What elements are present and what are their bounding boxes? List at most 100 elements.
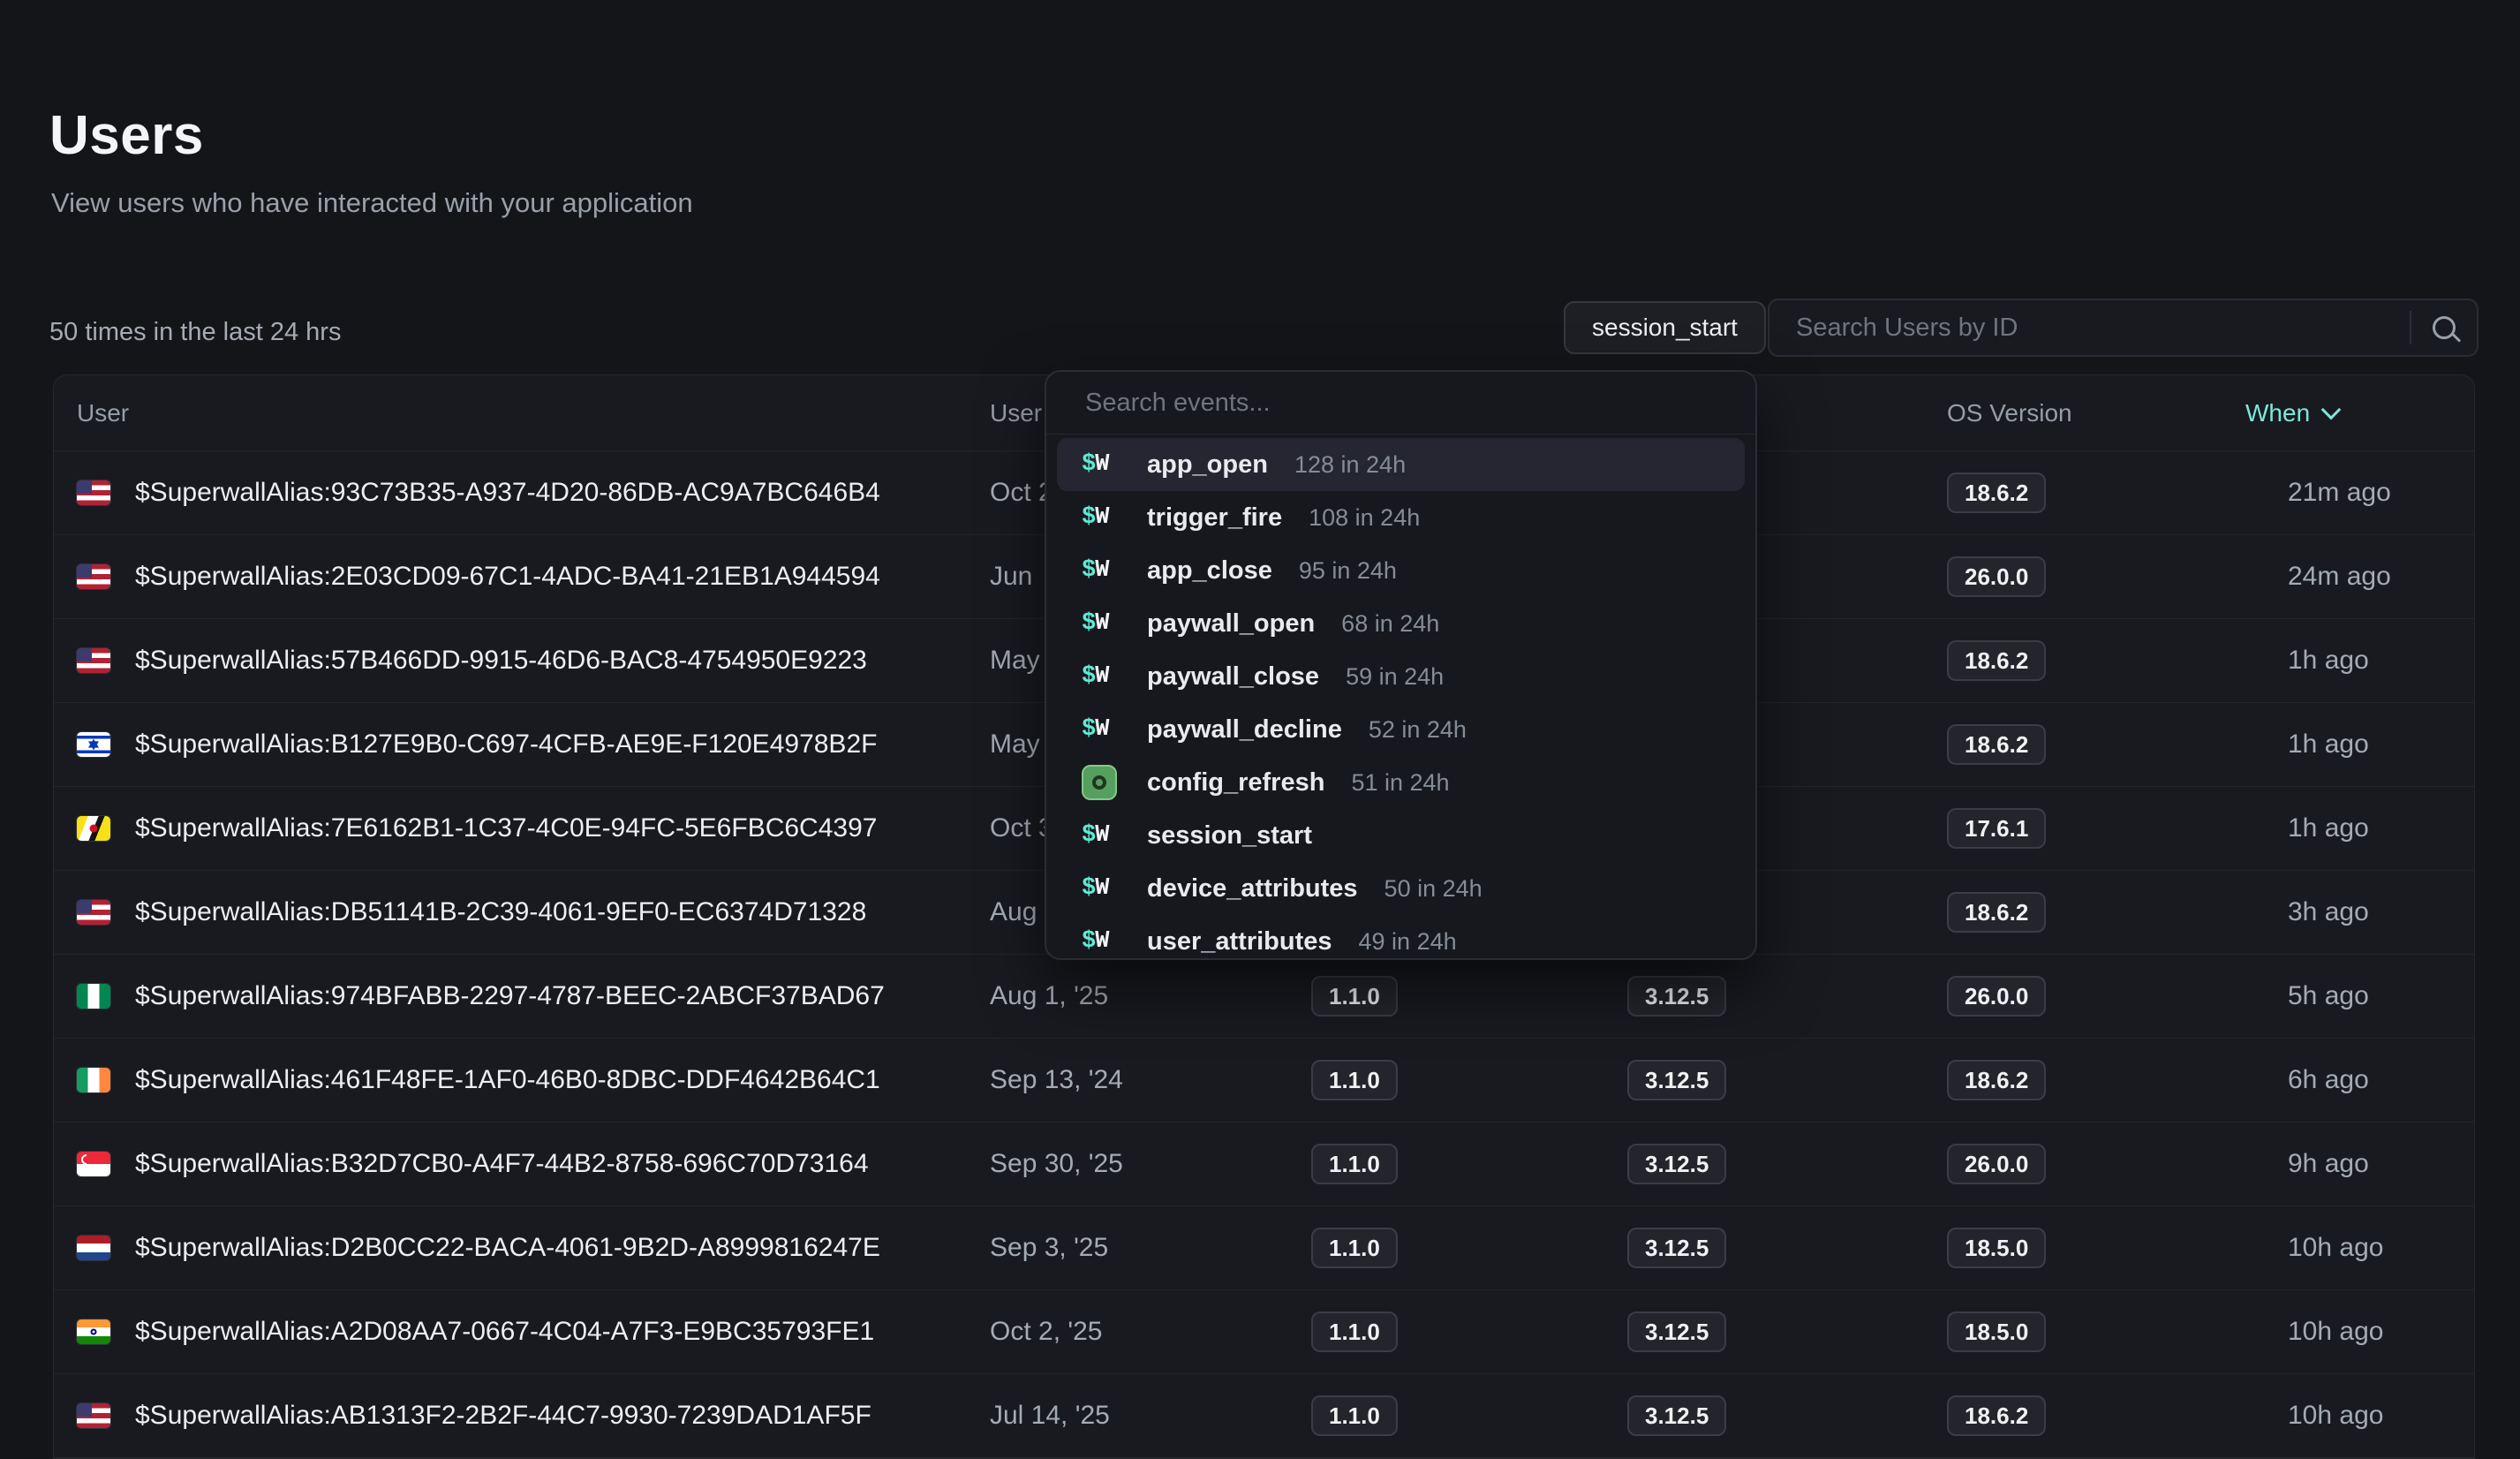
event-count: 50 in 24h	[1384, 875, 1483, 903]
sdk-version-badge-cell: 3.12.5	[1617, 976, 1908, 1017]
event-label: app_close	[1147, 556, 1272, 586]
event-count: 108 in 24h	[1309, 504, 1420, 532]
when-cell: 1h ago	[2199, 730, 2475, 760]
event-label: config_refresh	[1147, 768, 1324, 798]
user-search-input[interactable]	[1769, 300, 2410, 355]
os-version-badge-cell: 18.6.2	[1908, 472, 2199, 513]
sdk-version-badge: 3.12.5	[1627, 1395, 1726, 1436]
country-flag-icon-us	[77, 900, 110, 925]
event-option-session_start[interactable]: $Wsession_start	[1057, 809, 1745, 862]
user-alias: $SuperwallAlias:AB1313F2-2B2F-44C7-9930-…	[135, 1401, 871, 1431]
event-option-paywall_open[interactable]: $Wpaywall_open68 in 24h	[1057, 597, 1745, 650]
when-cell: 6h ago	[2199, 1065, 2475, 1095]
sdk-version-badge: 3.12.5	[1627, 1060, 1726, 1100]
events-search-input[interactable]	[1083, 388, 1718, 419]
event-label: app_open	[1147, 450, 1268, 480]
os-version-badge: 18.6.2	[1947, 1395, 2046, 1436]
superwall-logo-icon: $W	[1082, 610, 1124, 637]
os-version-badge: 18.6.2	[1947, 472, 2046, 513]
user-cell: $SuperwallAlias:DB51141B-2C39-4061-9EF0-…	[54, 897, 990, 927]
user-alias: $SuperwallAlias:7E6162B1-1C37-4C0E-94FC-…	[135, 813, 877, 843]
event-option-app_close[interactable]: $W app_close 95 in 24h	[1057, 544, 1745, 597]
user-since-cell: Jul 14, '25	[990, 1401, 1308, 1431]
country-flag-icon-us	[77, 648, 110, 673]
user-alias: $SuperwallAlias:93C73B35-A937-4D20-86DB-…	[135, 478, 880, 508]
os-version-badge: 17.6.1	[1947, 808, 2046, 849]
event-count: 49 in 24h	[1359, 928, 1457, 956]
sdk-version-badge: 3.12.5	[1627, 1312, 1726, 1352]
superwall-logo-icon: $W	[1082, 504, 1124, 531]
sdk-version-badge-cell: 3.12.5	[1617, 1395, 1908, 1436]
app-version-badge: 1.1.0	[1311, 976, 1398, 1017]
users-page: Users View users who have interacted wit…	[0, 0, 2520, 1440]
user-cell: $SuperwallAlias:57B466DD-9915-46D6-BAC8-…	[54, 646, 990, 676]
user-since-cell: Sep 3, '25	[990, 1233, 1308, 1263]
event-option-trigger_fire[interactable]: $Wtrigger_fire108 in 24h	[1057, 491, 1745, 544]
os-version-badge-cell: 26.0.0	[1908, 1144, 2199, 1184]
os-version-badge-cell: 18.6.2	[1908, 640, 2199, 681]
os-version-badge-cell: 26.0.0	[1908, 556, 2199, 597]
event-option-paywall_close[interactable]: $Wpaywall_close59 in 24h	[1057, 650, 1745, 703]
event-option-app_open[interactable]: $Wapp_open128 in 24h	[1057, 438, 1745, 491]
user-alias: $SuperwallAlias:B32D7CB0-A4F7-44B2-8758-…	[135, 1149, 869, 1179]
os-version-badge: 18.6.2	[1947, 892, 2046, 933]
user-cell: $SuperwallAlias:AB1313F2-2B2F-44C7-9930-…	[54, 1401, 990, 1431]
when-cell: 1h ago	[2199, 813, 2475, 843]
event-count-label: 50 times in the last 24 hrs	[49, 318, 341, 347]
event-filter-button[interactable]: session_start	[1564, 301, 1766, 354]
sdk-version-badge-cell: 3.12.5	[1617, 1060, 1908, 1100]
country-flag-icon-us	[77, 564, 110, 589]
user-alias: $SuperwallAlias:A2D08AA7-0667-4C04-A7F3-…	[135, 1317, 874, 1347]
table-row[interactable]: $SuperwallAlias:AB1313F2-2B2F-44C7-9930-…	[54, 1374, 2474, 1458]
events-search-box	[1046, 372, 1755, 435]
table-row[interactable]: $SuperwallAlias:461F48FE-1AF0-46B0-8DBC-…	[54, 1039, 2474, 1123]
superwall-logo-icon: $W	[1082, 928, 1124, 955]
os-version-badge-cell: 18.5.0	[1908, 1312, 2199, 1352]
table-row[interactable]: $SuperwallAlias:974BFABB-2297-4787-BEEC-…	[54, 955, 2474, 1039]
event-label: session_start	[1147, 821, 1312, 850]
when-cell: 5h ago	[2199, 981, 2475, 1011]
user-cell: $SuperwallAlias:A2D08AA7-0667-4C04-A7F3-…	[54, 1317, 990, 1347]
os-version-badge: 26.0.0	[1947, 556, 2046, 597]
when-cell: 3h ago	[2199, 897, 2475, 927]
event-option-user_attributes[interactable]: $Wuser_attributes49 in 24h	[1057, 915, 1745, 960]
table-row[interactable]: $SuperwallAlias:B32D7CB0-A4F7-44B2-8758-…	[54, 1123, 2474, 1206]
event-count: 52 in 24h	[1369, 716, 1467, 744]
header-when-sort[interactable]: When	[2199, 399, 2475, 427]
app-version-badge: 1.1.0	[1311, 1228, 1398, 1268]
country-flag-icon-ng	[77, 984, 110, 1009]
os-version-badge-cell: 18.5.0	[1908, 1228, 2199, 1268]
event-count: 59 in 24h	[1346, 663, 1444, 691]
country-flag-icon-us	[77, 480, 110, 505]
user-alias: $SuperwallAlias:461F48FE-1AF0-46B0-8DBC-…	[135, 1065, 880, 1095]
event-option-paywall_decline[interactable]: $Wpaywall_decline52 in 24h	[1057, 703, 1745, 756]
table-row[interactable]: $SuperwallAlias:D2B0CC22-BACA-4061-9B2D-…	[54, 1206, 2474, 1290]
superwall-logo-icon: $W	[1082, 557, 1124, 584]
sdk-version-badge-cell: 3.12.5	[1617, 1228, 1908, 1268]
app-version-badge-cell: 1.1.0	[1308, 1395, 1617, 1436]
country-flag-icon-nl	[77, 1236, 110, 1260]
app-version-badge: 1.1.0	[1311, 1060, 1398, 1100]
superwall-logo-icon: $W	[1082, 663, 1124, 690]
search-icon[interactable]	[2411, 316, 2477, 339]
user-cell: $SuperwallAlias:7E6162B1-1C37-4C0E-94FC-…	[54, 813, 990, 843]
event-count: 128 in 24h	[1294, 451, 1406, 479]
events-list: $W app_open 128 in 24h $Wtrigger_fire108 in…	[1046, 435, 1755, 960]
event-option-config_refresh[interactable]: config_refresh51 in 24h	[1057, 756, 1745, 809]
event-count: 95 in 24h	[1299, 557, 1397, 585]
event-count: 68 in 24h	[1341, 610, 1439, 638]
app-version-badge-cell: 1.1.0	[1308, 1060, 1617, 1100]
os-version-badge-cell: 26.0.0	[1908, 976, 2199, 1017]
page-subtitle: View users who have interacted with your…	[51, 187, 693, 219]
user-cell: $SuperwallAlias:B127E9B0-C697-4CFB-AE9E-…	[54, 730, 990, 760]
country-flag-icon-il	[77, 732, 110, 757]
os-version-badge-cell: 18.6.2	[1908, 724, 2199, 765]
when-cell: 24m ago	[2199, 562, 2475, 592]
superwall-logo-icon: $W	[1082, 716, 1124, 743]
country-flag-icon-in	[77, 1319, 110, 1344]
sdk-version-badge: 3.12.5	[1627, 976, 1726, 1017]
table-row[interactable]: $SuperwallAlias:A2D08AA7-0667-4C04-A7F3-…	[54, 1290, 2474, 1374]
page-title: Users	[49, 104, 204, 167]
event-option-device_attributes[interactable]: $Wdevice_attributes50 in 24h	[1057, 862, 1745, 915]
when-cell: 21m ago	[2199, 478, 2475, 508]
